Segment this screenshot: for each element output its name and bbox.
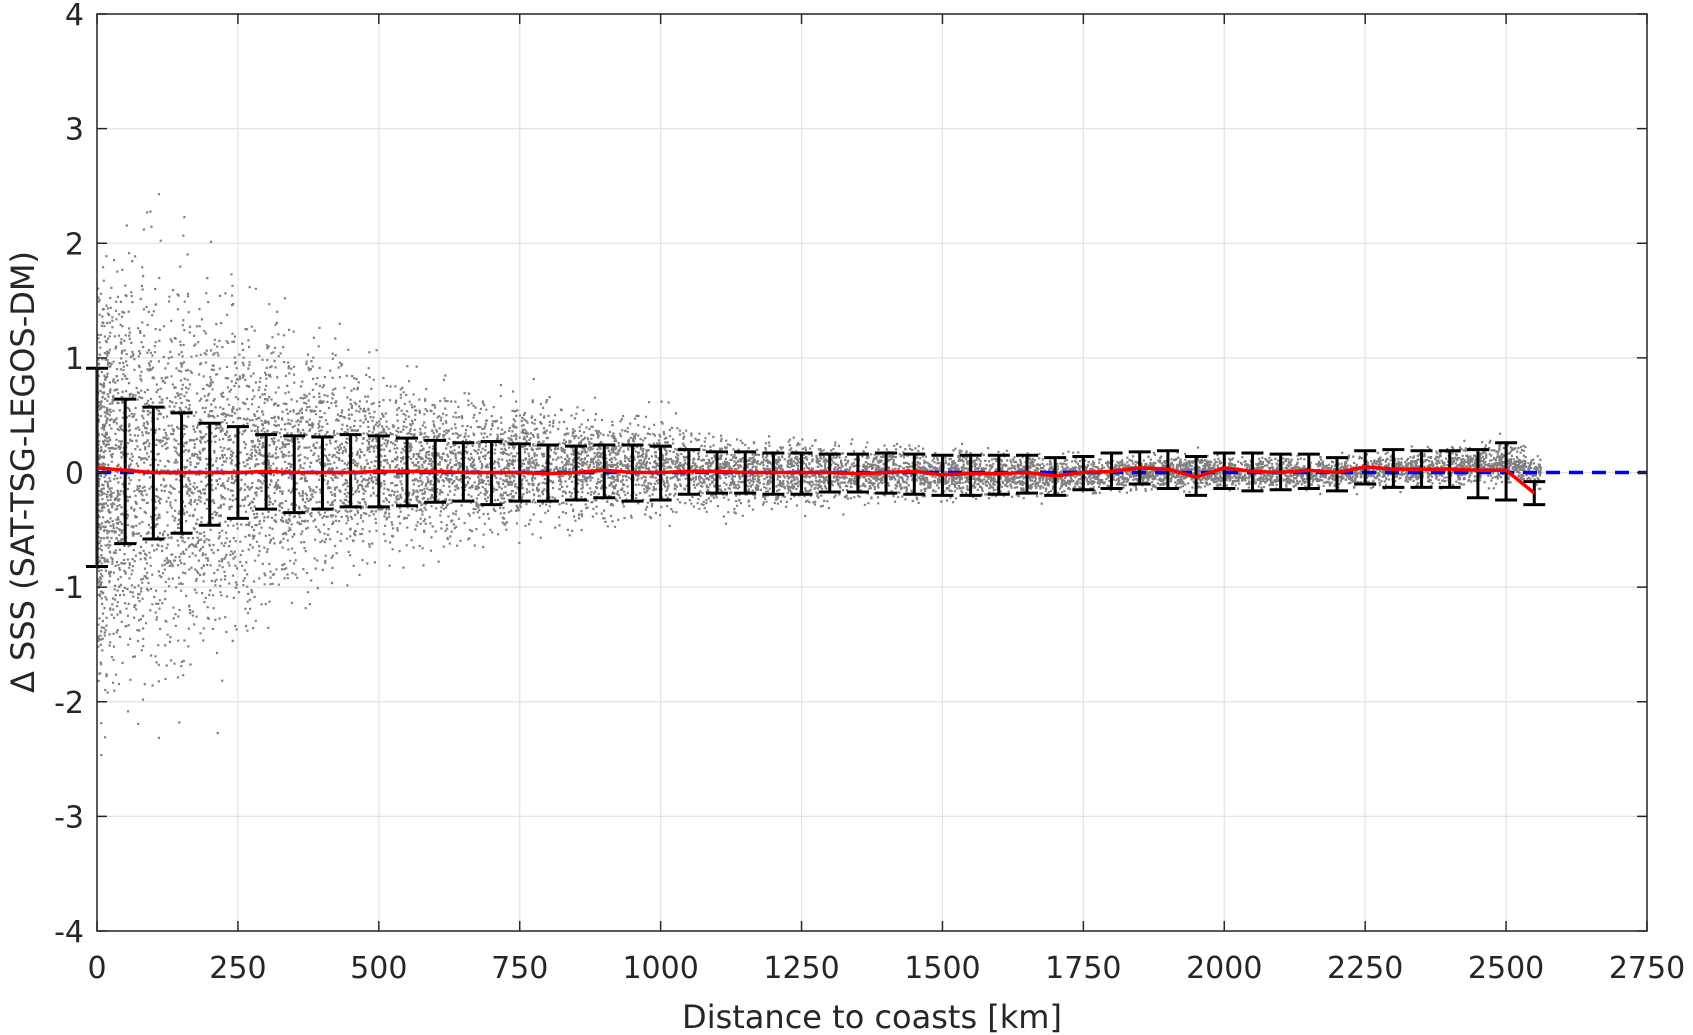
y-axis-label: Δ SSS (SAT-TSG-LEGOS-DM) xyxy=(4,251,42,693)
x-tick-label: 500 xyxy=(350,951,407,986)
x-tick-label: 1000 xyxy=(622,951,698,986)
x-axis-ticks: 0 250 500 750 1000 1250 1500 1750 2000 2250 2500 27… xyxy=(87,14,1685,986)
x-tick-label: 250 xyxy=(209,951,266,986)
y-tick-label: 4 xyxy=(65,0,84,33)
mean-polyline xyxy=(96,465,1536,495)
x-tick-label: 1250 xyxy=(763,951,839,986)
y-tick-label: -4 xyxy=(54,915,84,950)
x-tick-label: 0 xyxy=(87,951,106,986)
x-tick-label: 2000 xyxy=(1186,951,1262,986)
x-tick-label: 2500 xyxy=(1468,951,1544,986)
mean-line xyxy=(96,465,1536,495)
error-bar xyxy=(903,452,926,496)
x-tick-label: 2750 xyxy=(1609,951,1685,986)
y-tick-label: 1 xyxy=(65,342,84,377)
y-tick-label: -2 xyxy=(54,686,84,721)
x-tick-label: 2250 xyxy=(1327,951,1403,986)
y-tick-label: 3 xyxy=(65,113,84,148)
error-bar xyxy=(959,453,982,497)
x-tick-label: 1500 xyxy=(904,951,980,986)
y-tick-label: -1 xyxy=(54,571,84,606)
y-axis-ticks: -4 -3 -2 -1 0 1 2 3 4 xyxy=(54,0,1647,950)
y-tick-label: 0 xyxy=(65,457,84,492)
x-tick-label: 1750 xyxy=(1045,951,1121,986)
x-axis-label: Distance to coasts [km] xyxy=(682,998,1062,1035)
y-tick-label: -3 xyxy=(54,800,84,835)
error-bar xyxy=(1213,451,1236,491)
y-tick-label: 2 xyxy=(65,227,84,262)
error-bar xyxy=(1466,448,1489,500)
x-tick-label: 750 xyxy=(491,951,548,986)
